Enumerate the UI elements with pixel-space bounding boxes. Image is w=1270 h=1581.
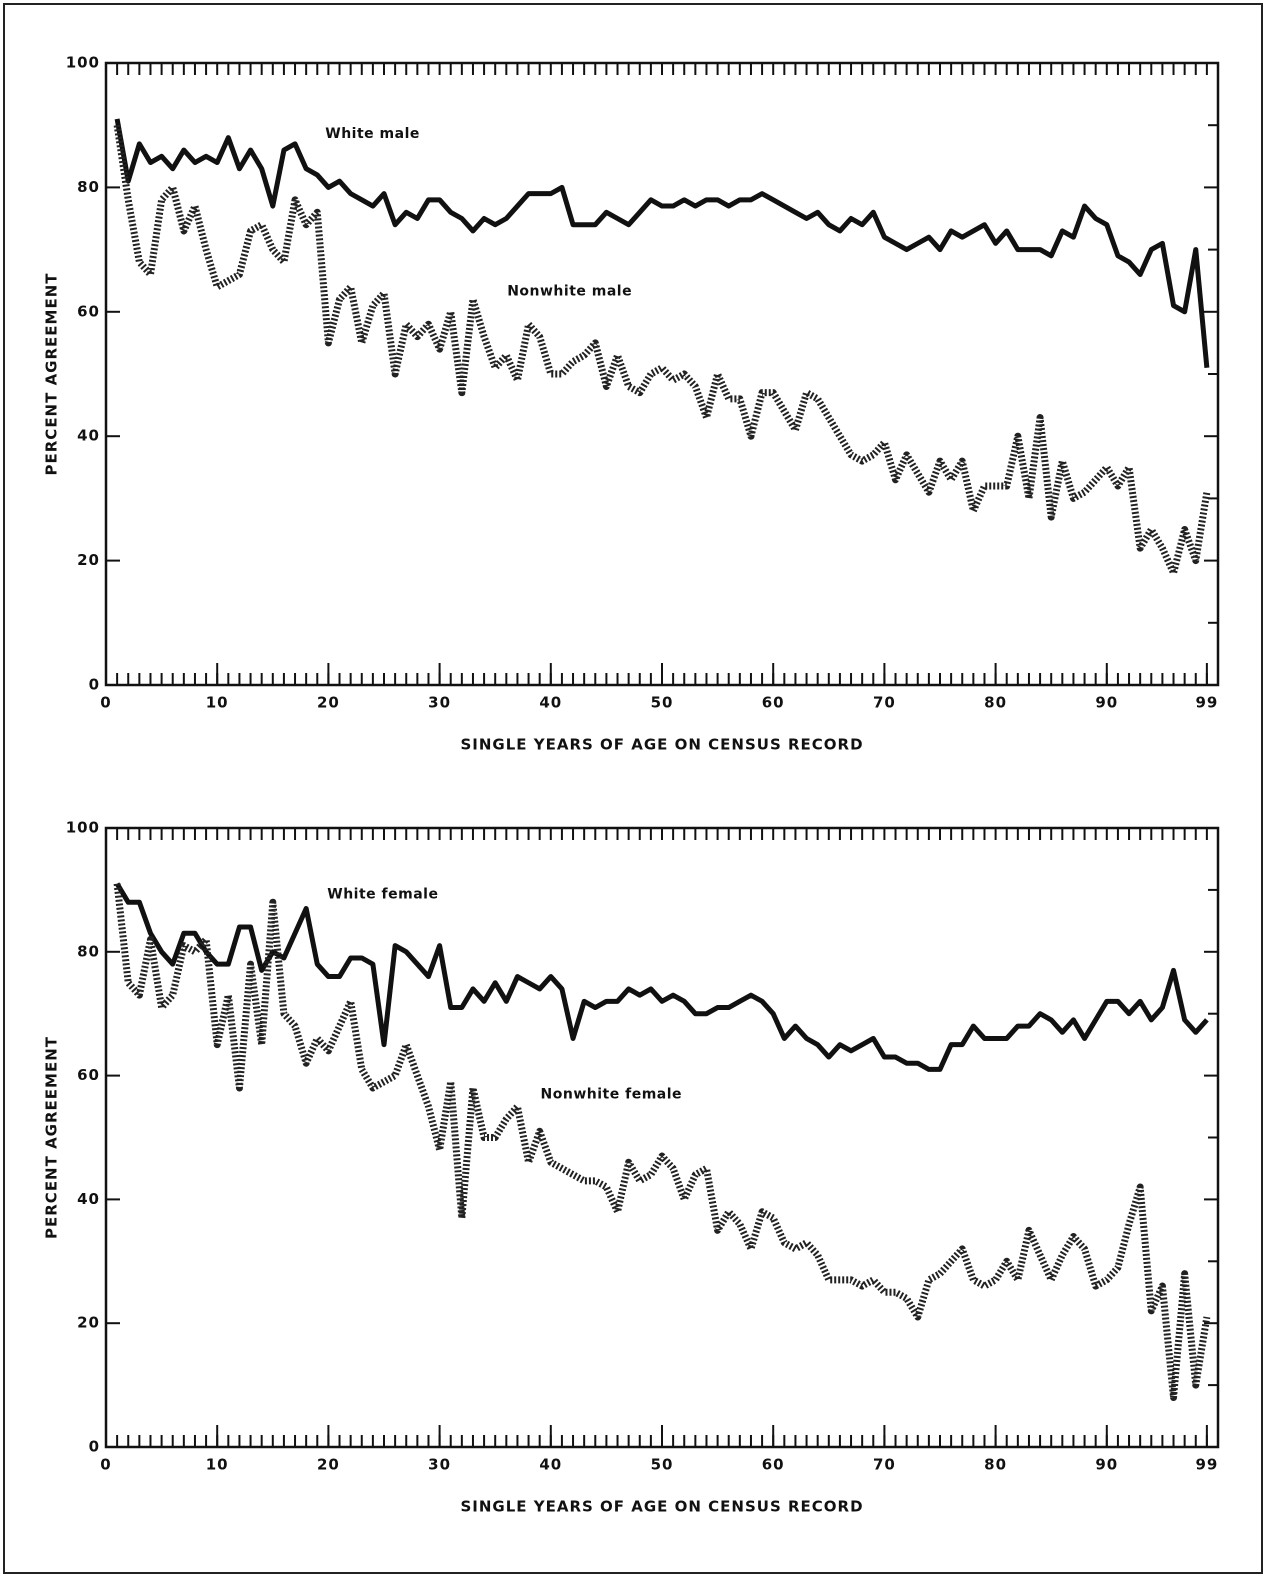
x-tick-label: 30	[428, 694, 451, 712]
y-tick-label: 80	[77, 942, 100, 960]
series-line	[114, 118, 1210, 369]
y-tick-label: 0	[89, 676, 100, 694]
x-tick-label: 10	[206, 694, 229, 712]
x-tick-label: 80	[984, 694, 1007, 712]
x-tick-label: 40	[539, 1456, 562, 1474]
x-tick-label: 60	[762, 1456, 785, 1474]
x-tick-label: 30	[428, 1456, 451, 1474]
series-line	[114, 882, 1209, 1072]
x-tick-label: 99	[1195, 694, 1218, 712]
x-tick-label: 20	[317, 1456, 340, 1474]
y-tick-label: 60	[77, 1066, 100, 1084]
y-tick-label: 20	[77, 551, 100, 569]
series-label: White male	[325, 126, 420, 142]
series-label: Nonwhite male	[507, 283, 632, 299]
x-tick-label: 60	[762, 694, 785, 712]
series-label: White female	[327, 886, 438, 902]
x-tick-label: 0	[100, 1456, 111, 1474]
x-tick-label: 80	[984, 1456, 1007, 1474]
y-axis-label: PERCENT AGREEMENT	[43, 1036, 61, 1239]
x-tick-label: 70	[873, 1456, 896, 1474]
x-tick-label: 50	[651, 694, 674, 712]
y-tick-label: 100	[66, 819, 100, 837]
x-tick-label: 0	[100, 694, 111, 712]
x-tick-label: 90	[1095, 1456, 1118, 1474]
plot-frame	[104, 61, 1220, 687]
y-tick-label: 40	[77, 427, 100, 445]
x-tick-label: 90	[1095, 694, 1118, 712]
x-tick-label: 40	[539, 694, 562, 712]
x-axis-label: SINGLE YEARS OF AGE ON CENSUS RECORD	[460, 736, 863, 754]
y-tick-label: 20	[77, 1314, 100, 1332]
y-tick-label: 100	[66, 54, 100, 72]
y-tick-label: 60	[77, 302, 100, 320]
x-tick-label: 99	[1195, 1456, 1218, 1474]
y-tick-label: 40	[77, 1190, 100, 1208]
y-tick-label: 0	[89, 1438, 100, 1456]
x-tick-label: 70	[873, 694, 896, 712]
x-tick-label: 50	[651, 1456, 674, 1474]
x-tick-label: 10	[206, 1456, 229, 1474]
series-line	[113, 124, 1211, 577]
series-label: Nonwhite female	[541, 1087, 682, 1103]
x-tick-label: 20	[317, 694, 340, 712]
y-tick-label: 80	[77, 178, 100, 196]
series-line	[113, 883, 1211, 1401]
plot-frame	[104, 826, 1220, 1449]
y-axis-label: PERCENT AGREEMENT	[43, 273, 61, 476]
frame	[3, 3, 1263, 1574]
x-axis-label: SINGLE YEARS OF AGE ON CENSUS RECORD	[460, 1498, 863, 1516]
